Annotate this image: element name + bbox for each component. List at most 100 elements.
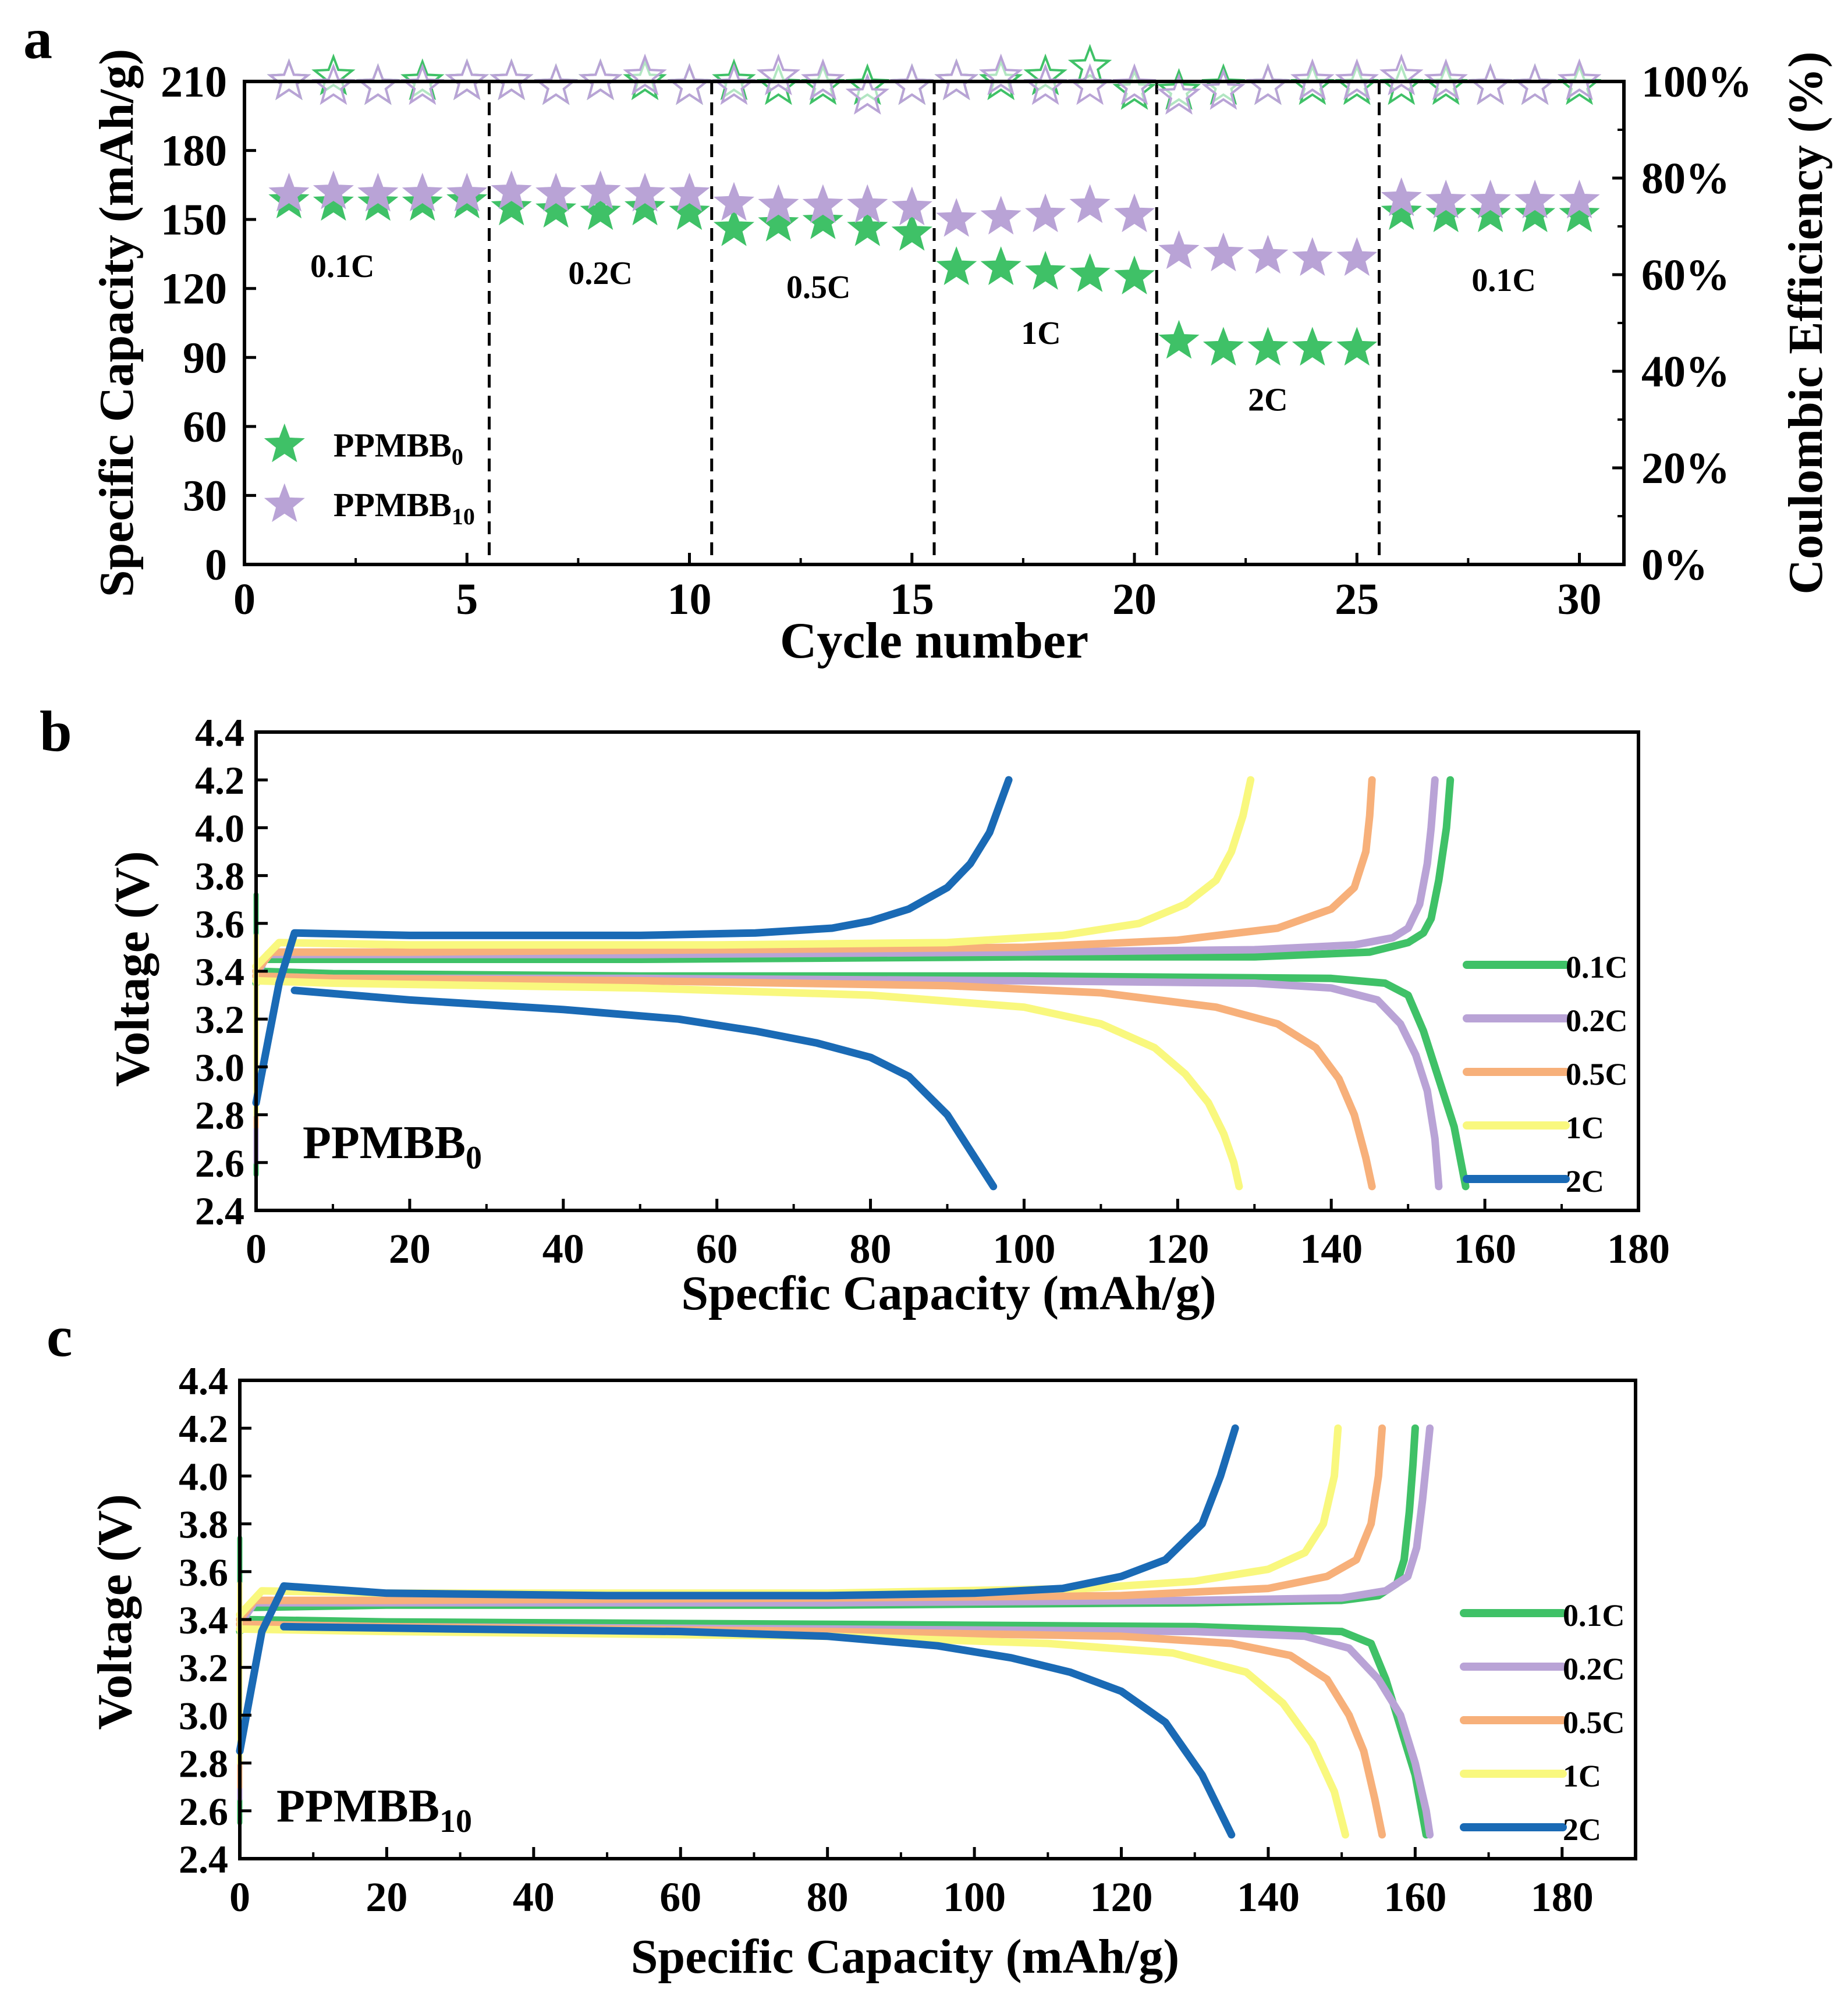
legend-label-text: PPMBB xyxy=(334,486,452,524)
data-point-s0-28 xyxy=(1470,193,1511,233)
curve-b-0.5C-charge xyxy=(252,776,1376,975)
x-tick-label-c-140: 140 xyxy=(1237,1874,1300,1920)
panel-letter-b: b xyxy=(40,699,72,763)
data-point-s3-24 xyxy=(1290,58,1335,101)
y-tick-label-c-3.4: 3.4 xyxy=(179,1598,228,1642)
legend-label-b-2C: 2C xyxy=(1566,1164,1604,1199)
y-tick-label-b-2.4: 2.4 xyxy=(195,1189,244,1233)
data-point-s0-17 xyxy=(980,246,1021,285)
data-point-s1-24 xyxy=(1292,237,1333,276)
data-point-s3-6 xyxy=(489,58,534,101)
data-point-s1-28 xyxy=(1470,179,1511,219)
data-point-s1-5 xyxy=(446,172,488,212)
data-point-s3-30 xyxy=(1557,58,1602,101)
y-tick-label-b-2.8: 2.8 xyxy=(195,1093,244,1138)
data-point-s1-25 xyxy=(1336,237,1378,276)
curve-c-1C-charge xyxy=(236,1424,1342,1619)
curve-b-0.1C-charge xyxy=(252,776,1455,987)
y-tick-label-a-150: 150 xyxy=(161,196,227,244)
data-point-s0-10 xyxy=(669,191,710,230)
x-tick-label-c-100: 100 xyxy=(943,1874,1006,1920)
x-tick-label-b-40: 40 xyxy=(542,1226,584,1272)
data-point-s3-12 xyxy=(756,54,801,95)
x-tick-label-b-60: 60 xyxy=(696,1226,738,1272)
y-tick-label-c-4.2: 4.2 xyxy=(179,1407,228,1451)
data-point-s0-20 xyxy=(1113,255,1155,294)
data-point-s0-11 xyxy=(713,207,755,246)
data-point-s1-4 xyxy=(402,172,443,212)
legend-marker-a-1 xyxy=(264,483,305,523)
data-point-s3-14 xyxy=(845,73,890,115)
x-tick-label-b-80: 80 xyxy=(850,1226,892,1272)
y-tick-label-a-180: 180 xyxy=(161,127,227,176)
panel-b: b 0 20 40 60 80 100 120 140 160 180 2.42.62.83.03… xyxy=(40,699,1670,1320)
x-tick-label-a-5: 5 xyxy=(456,575,478,624)
y-tick-label-b-3.0: 3.0 xyxy=(195,1045,244,1089)
curve-b-1C-charge xyxy=(252,776,1255,971)
curve-b-1C-discharge xyxy=(252,976,1243,1191)
rate-label-a-0: 0.1C xyxy=(310,248,374,285)
y-right-tick-label-a-20: 20% xyxy=(1641,444,1730,493)
y-axis-label-right-a: Coulombic Efficiency (%) xyxy=(1779,51,1833,594)
data-point-s3-26 xyxy=(1379,54,1424,95)
panel-a: a 0 5 10 15 20 25 30 0 30 60 90 120 150 180 210 0% 20%… xyxy=(23,6,1833,669)
x-tick-label-b-140: 140 xyxy=(1300,1226,1363,1272)
y-right-tick-label-a-100: 100% xyxy=(1641,58,1752,106)
data-point-s1-11 xyxy=(713,182,755,221)
y-tick-label-a-210: 210 xyxy=(161,58,227,106)
rate-label-a-4: 2C xyxy=(1248,382,1287,418)
data-point-s3-22 xyxy=(1201,68,1246,110)
legend-label-c-0.5C: 0.5C xyxy=(1563,1705,1625,1740)
data-point-s0-15 xyxy=(891,212,932,251)
data-point-s3-15 xyxy=(889,63,934,105)
data-point-s0-16 xyxy=(936,246,977,285)
data-point-s0-22 xyxy=(1203,326,1244,366)
data-point-s3-5 xyxy=(445,58,490,101)
curve-b-2C-charge xyxy=(252,776,1013,1107)
sample-label-b: PPMBB0 xyxy=(303,1117,482,1176)
data-point-s1-26 xyxy=(1381,177,1422,216)
data-point-s0-2 xyxy=(313,182,354,221)
rate-label-a-1: 0.2C xyxy=(568,255,632,292)
legend-label-c-2C: 2C xyxy=(1563,1812,1601,1847)
data-point-s3-16 xyxy=(934,58,979,101)
y-tick-label-b-2.6: 2.6 xyxy=(195,1141,244,1185)
legend-label-c-0.1C: 0.1C xyxy=(1563,1598,1625,1633)
panel-letter-a: a xyxy=(23,6,52,71)
data-point-s3-17 xyxy=(978,54,1023,95)
legend-label-a-1: PPMBB10 xyxy=(334,486,475,530)
y-tick-label-b-3.2: 3.2 xyxy=(195,997,244,1042)
data-point-s1-18 xyxy=(1025,193,1066,233)
data-point-s0-6 xyxy=(491,186,532,226)
data-point-s0-25 xyxy=(1336,326,1378,366)
y-tick-label-a-30: 30 xyxy=(183,471,227,520)
y-tick-label-b-3.4: 3.4 xyxy=(195,950,244,994)
x-tick-label-c-0: 0 xyxy=(229,1874,250,1920)
x-tick-label-c-160: 160 xyxy=(1384,1874,1446,1920)
data-point-s3-25 xyxy=(1335,58,1379,101)
legend-label-b-0.1C: 0.1C xyxy=(1566,950,1628,985)
y-tick-label-a-60: 60 xyxy=(183,403,227,452)
data-point-s3-4 xyxy=(400,63,445,105)
data-point-s3-27 xyxy=(1424,58,1468,101)
data-point-s0-12 xyxy=(758,203,799,242)
y-axis-label-a: Specific Capacity (mAh/g) xyxy=(90,49,144,598)
data-point-s1-27 xyxy=(1425,179,1467,219)
y-tick-label-c-4.0: 4.0 xyxy=(179,1454,228,1498)
legend-label-c-1C: 1C xyxy=(1563,1759,1601,1794)
y-tick-label-c-3.8: 3.8 xyxy=(179,1503,228,1547)
y-tick-label-b-4.2: 4.2 xyxy=(195,758,244,802)
data-point-s0-18 xyxy=(1025,251,1066,290)
y-tick-label-b-4.4: 4.4 xyxy=(195,711,244,755)
rate-label-a-5: 0.1C xyxy=(1471,262,1535,299)
x-axis-label-b: Specfic Capacity (mAh/g) xyxy=(681,1266,1216,1320)
y-tick-label-c-2.6: 2.6 xyxy=(179,1789,228,1834)
y-tick-label-b-4.0: 4.0 xyxy=(195,806,244,850)
legend-label-c-0.2C: 0.2C xyxy=(1563,1652,1625,1686)
x-tick-label-c-60: 60 xyxy=(659,1874,701,1920)
y-tick-label-c-4.4: 4.4 xyxy=(179,1359,228,1403)
sample-label-c: PPMBB10 xyxy=(276,1781,472,1839)
x-tick-label-b-160: 160 xyxy=(1453,1226,1516,1272)
data-point-s0-21 xyxy=(1158,319,1200,359)
